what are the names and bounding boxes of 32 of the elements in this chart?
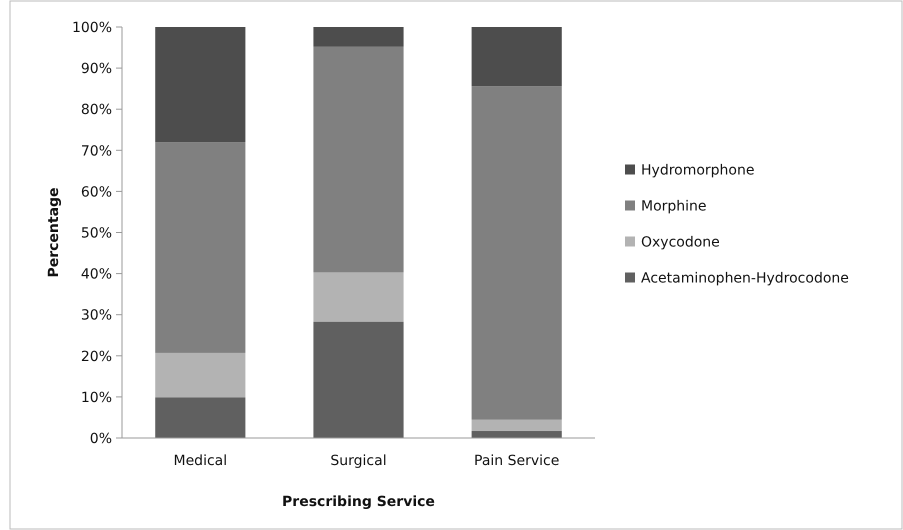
y-tick-label: 70% [80, 143, 112, 160]
y-tick-label: 40% [80, 266, 112, 283]
y-tick-label: 80% [80, 102, 112, 118]
legend-label: Acetaminophen-Hydrocodone [641, 270, 849, 286]
bar [155, 142, 246, 353]
bar [472, 420, 562, 432]
y-tick-label: 100% [72, 20, 112, 36]
bar [313, 272, 404, 322]
bar [313, 27, 404, 47]
x-tick-label: Medical [173, 453, 228, 469]
bar [155, 27, 246, 142]
legend-label: Morphine [641, 198, 707, 214]
bar [472, 86, 562, 420]
y-tick-label: 60% [80, 184, 112, 200]
y-tick-label: 90% [80, 61, 112, 78]
legend-label: Oxycodone [641, 234, 720, 250]
y-tick-label: 30% [80, 308, 112, 324]
y-axis-title: Percentage [46, 187, 62, 278]
y-tick-label: 0% [90, 431, 112, 447]
y-tick-label: 50% [80, 226, 112, 242]
bar [313, 322, 404, 438]
legend-label: Hydromorphone [641, 162, 754, 178]
x-axis-title: Prescribing Service [282, 494, 435, 510]
bar [313, 46, 404, 272]
y-tick-label: 20% [80, 348, 112, 365]
bar [155, 352, 246, 398]
bar [155, 397, 246, 438]
x-tick-label: Surgical [330, 453, 387, 469]
x-tick-label: Pain Service [474, 453, 560, 469]
bar [472, 431, 562, 438]
bar [472, 27, 562, 86]
y-tick-label: 10% [80, 390, 112, 406]
